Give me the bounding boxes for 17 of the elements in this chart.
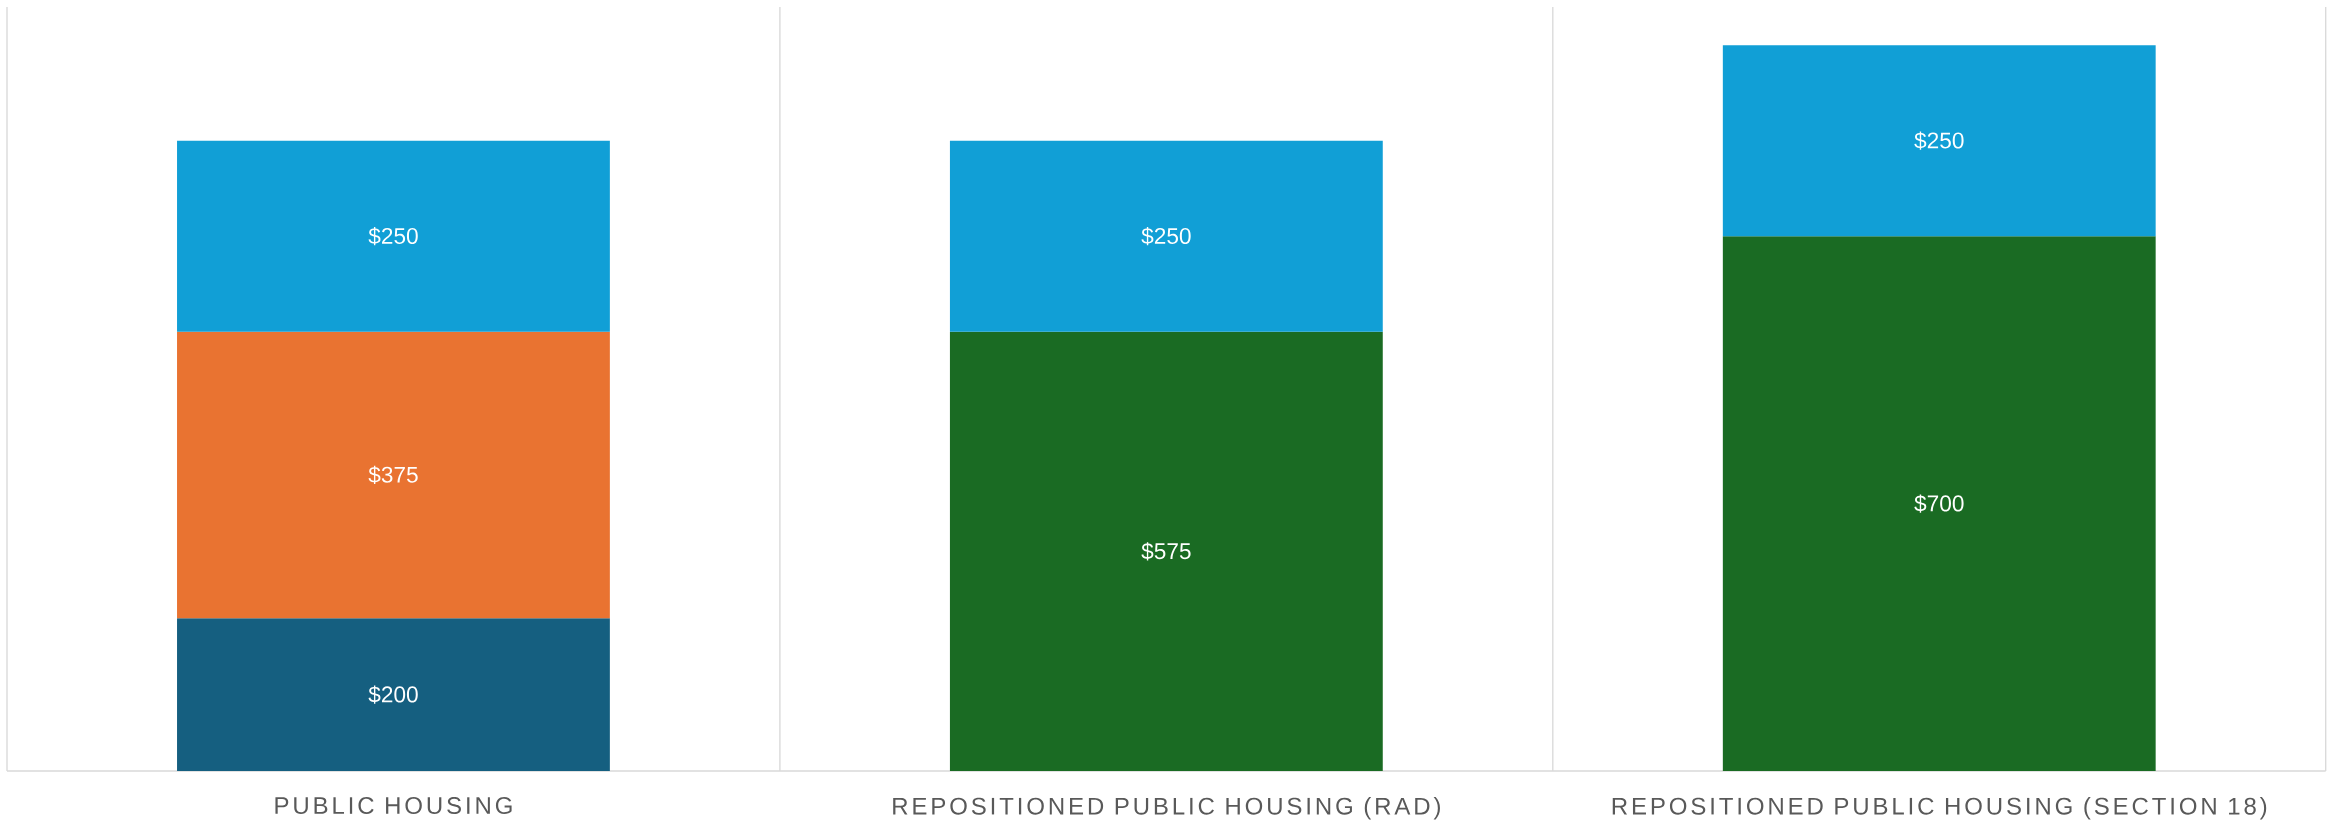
bar bbox=[177, 331, 610, 619]
bar bbox=[1722, 45, 2156, 237]
x-tick-label: PUBLIC HOUSING bbox=[275, 797, 512, 815]
bar bbox=[949, 331, 1383, 771]
bar bbox=[177, 140, 610, 332]
bar bbox=[1722, 236, 2156, 771]
data-label: $700 bbox=[1914, 494, 1964, 513]
data-label: $250 bbox=[368, 227, 418, 246]
x-tick-label: REPOSITIONED PUBLIC HOUSING (SECTION 18) bbox=[1612, 797, 2267, 820]
data-label: $575 bbox=[1141, 542, 1191, 561]
data-label: $375 bbox=[368, 465, 418, 485]
data-label: $200 bbox=[368, 685, 418, 704]
data-label: $250 bbox=[1914, 131, 1964, 150]
bar bbox=[949, 140, 1383, 332]
x-tick-label: REPOSITIONED PUBLIC HOUSING (RAD) bbox=[893, 797, 1440, 820]
data-label: $250 bbox=[1141, 227, 1191, 246]
bar bbox=[177, 618, 610, 771]
